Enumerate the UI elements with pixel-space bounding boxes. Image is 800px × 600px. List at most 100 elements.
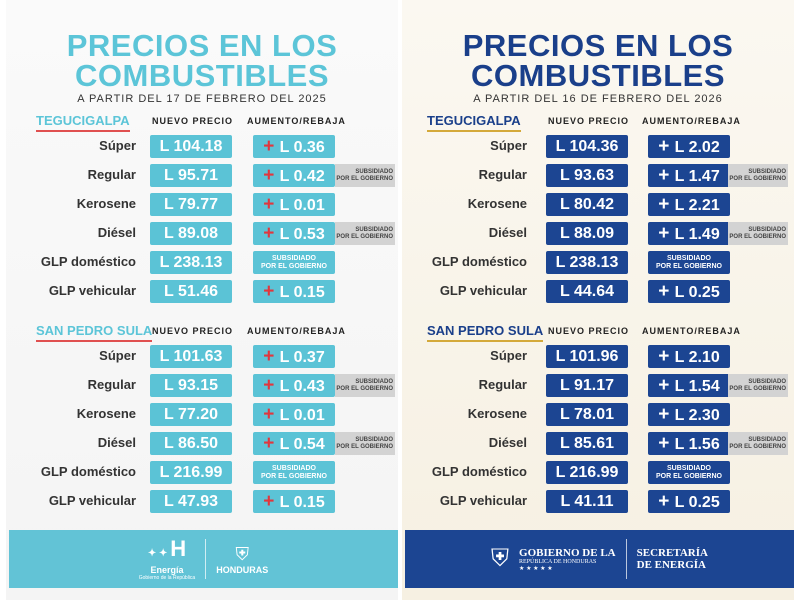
price-value: L 41.11 — [546, 490, 628, 513]
honduras-logo: ⛨ HONDURAS — [216, 543, 268, 575]
change-amount: L 0.43 — [279, 378, 325, 395]
subsidy-tag: SUBSIDIADO POR EL GOBIERNO — [335, 222, 395, 245]
fuel-label: Kerosene — [76, 406, 136, 421]
poster-2026: PRECIOS EN LOS COMBUSTIBLES A PARTIR DEL… — [402, 0, 794, 600]
fuel-label: Diésel — [97, 225, 136, 240]
energia-logo: ✦ ✦ H Energía Gobierno de la República — [138, 535, 196, 581]
fuel-label: GLP vehicular — [48, 283, 136, 298]
fuel-label: GLP doméstico — [40, 254, 136, 269]
government-logo: GOBIERNO DE LA REPÚBLICA DE HONDURAS ★ ★… — [519, 546, 616, 572]
subsidy-line-1: SUBSIDIADO — [748, 379, 786, 385]
change-amount: L 2.30 — [674, 407, 720, 424]
subsidy-tag: SUBSIDIADO POR EL GOBIERNO — [728, 164, 788, 187]
sec-line-1: SECRETARÍA — [636, 547, 708, 559]
subsidy-line-1: SUBSIDIADO — [355, 227, 393, 233]
subsidy-line-2: POR EL GOBIERNO — [729, 444, 786, 450]
subsidy-tag: SUBSIDIADO POR EL GOBIERNO — [728, 222, 788, 245]
subsidy-line-1: SUBSIDIADO — [355, 169, 393, 175]
title-line-2: COMBUSTIBLES — [75, 58, 329, 93]
coat-of-arms-icon: ⛨ — [491, 545, 510, 572]
plus-icon: + — [658, 223, 675, 244]
column-header-price: NUEVO PRECIO — [152, 326, 234, 336]
fuel-label: Súper — [99, 138, 136, 153]
fuel-label: Diésel — [97, 435, 136, 450]
change-amount: L 0.36 — [279, 139, 325, 156]
column-header-change: AUMENTO/REBAJA — [247, 116, 346, 126]
subsidy-line-1: SUBSIDIADO — [667, 255, 711, 262]
gov-line-2: REPÚBLICA DE HONDURAS — [519, 558, 597, 565]
price-value: L 93.15 — [150, 374, 232, 397]
price-value: L 95.71 — [150, 164, 232, 187]
plus-icon: + — [658, 136, 675, 157]
plus-icon: + — [658, 491, 675, 512]
price-value: L 51.46 — [150, 280, 232, 303]
logo-mark: H — [170, 535, 187, 561]
change-amount: L 2.10 — [674, 349, 720, 366]
gov-line-1: GOBIERNO DE LA — [519, 546, 616, 559]
subsidy-line-2: POR EL GOBIERNO — [261, 263, 327, 270]
subsidy-tag: SUBSIDIADO POR EL GOBIERNO — [728, 432, 788, 455]
subsidy-line-1: SUBSIDIADO — [355, 437, 393, 443]
change-value: + L 0.15 — [253, 280, 335, 303]
change-amount: L 0.15 — [279, 494, 325, 511]
column-header-price: NUEVO PRECIO — [152, 116, 234, 126]
change-amount: L 1.54 — [674, 378, 720, 395]
change-value: + L 2.30 — [648, 403, 730, 426]
change-amount: L 2.02 — [674, 139, 720, 156]
change-value: + L 0.43 — [253, 374, 335, 397]
change-value: + L 0.53 — [253, 222, 335, 245]
price-value: L 104.36 — [546, 135, 628, 158]
price-value: L 47.93 — [150, 490, 232, 513]
subsidy-line-2: POR EL GOBIERNO — [729, 176, 786, 182]
fuel-label: Regular — [87, 167, 136, 182]
plus-icon: + — [658, 375, 675, 396]
fuel-label: Kerosene — [467, 406, 527, 421]
change-amount: L 1.47 — [674, 168, 720, 185]
price-value: L 78.01 — [546, 403, 628, 426]
subsidy-tag: SUBSIDIADO POR EL GOBIERNO — [335, 164, 395, 187]
change-value: + L 2.10 — [648, 345, 730, 368]
price-value: L 89.08 — [150, 222, 232, 245]
poster-2025: PRECIOS EN LOS COMBUSTIBLES A PARTIR DEL… — [6, 0, 398, 600]
plus-icon: + — [658, 165, 675, 186]
subsidy-line-2: POR EL GOBIERNO — [729, 234, 786, 240]
fuel-label: Regular — [87, 377, 136, 392]
change-value: + L 0.36 — [253, 135, 335, 158]
change-amount: L 0.42 — [279, 168, 325, 185]
subsidy-line-2: POR EL GOBIERNO — [336, 176, 393, 182]
plus-icon: + — [658, 281, 675, 302]
change-value: + L 0.37 — [253, 345, 335, 368]
column-header-change: AUMENTO/REBAJA — [642, 326, 741, 336]
fuel-label: Diésel — [488, 225, 527, 240]
fuel-label: Kerosene — [467, 196, 527, 211]
coat-of-arms-icon: ⛨ — [235, 544, 249, 564]
change-value: + L 2.21 — [648, 193, 730, 216]
plus-icon: + — [658, 346, 675, 367]
price-value: L 93.63 — [546, 164, 628, 187]
change-value: + L 1.56 — [648, 432, 730, 455]
brand-name: Energía — [150, 564, 184, 575]
city-heading: TEGUCIGALPA — [427, 113, 521, 132]
column-header-price: NUEVO PRECIO — [548, 116, 630, 126]
subtitle-date: A PARTIR DEL 16 DE FEBRERO DEL 2026 — [473, 93, 723, 105]
change-value: + L 0.25 — [648, 280, 730, 303]
price-value: L 101.96 — [546, 345, 628, 368]
change-amount: L 0.15 — [279, 284, 325, 301]
price-value: L 216.99 — [546, 461, 628, 484]
plus-icon: + — [263, 346, 280, 367]
change-amount: L 0.53 — [279, 226, 325, 243]
plus-icon: + — [263, 194, 280, 215]
fuel-label: GLP doméstico — [431, 254, 527, 269]
change-value: + L 1.49 — [648, 222, 730, 245]
plus-icon: + — [263, 165, 280, 186]
price-value: L 104.18 — [150, 135, 232, 158]
change-value: + L 2.02 — [648, 135, 730, 158]
plus-icon: + — [263, 491, 280, 512]
change-amount: L 1.56 — [674, 436, 720, 453]
fuel-label: Regular — [478, 377, 527, 392]
fuel-label: Súper — [490, 348, 527, 363]
fuel-label: GLP vehicular — [48, 493, 136, 508]
subsidy-tag: SUBSIDIADO POR EL GOBIERNO — [335, 432, 395, 455]
title-line-1: PRECIOS EN LOS — [462, 28, 734, 63]
plus-icon: + — [263, 136, 280, 157]
